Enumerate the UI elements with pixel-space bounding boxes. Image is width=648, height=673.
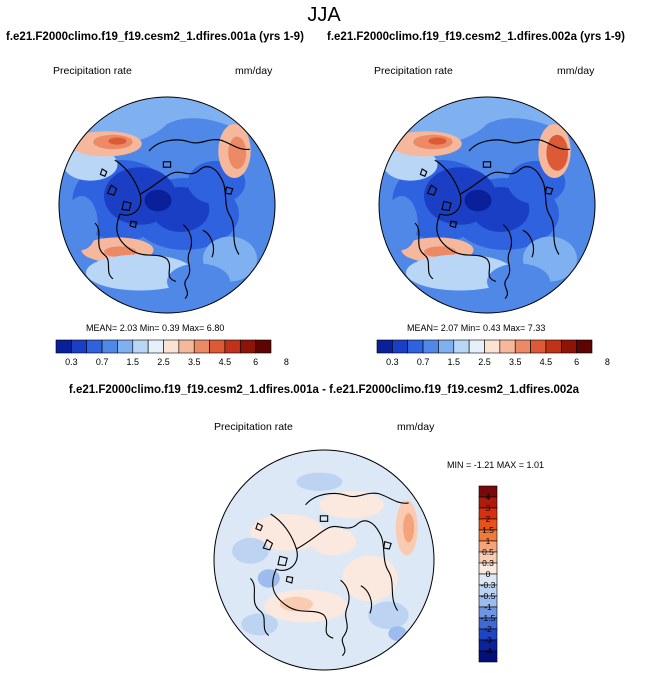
- map-panel-2: [379, 97, 595, 313]
- colorbar-panel-2-swatch: [484, 339, 501, 354]
- diff-stats: MIN = -1.21 MAX = 1.01: [447, 460, 545, 470]
- diff-panel-title: f.e21.F2000climo.f19_f19.cesm2_1.dfires.…: [68, 384, 580, 396]
- colorbar-panel-1-swatch: [86, 339, 103, 354]
- colorbar-panel-1-swatch: [255, 339, 272, 354]
- panel-1-variable-label: Precipitation rate: [53, 65, 132, 77]
- panel-2-title: f.e21.F2000climo.f19_f19.cesm2_1.dfires.…: [327, 31, 625, 43]
- panel-1-stats: MEAN= 2.03 Min= 0.39 Max= 6.80: [86, 323, 225, 333]
- colorbar-panel-1-tick-label: 0.7: [96, 357, 109, 367]
- colorbar-panel-2-swatch: [438, 339, 455, 354]
- colorbar-diff-tick-label: 0: [486, 569, 491, 579]
- colorbar-diff-tick-label: -3: [484, 635, 492, 645]
- panel-1-units: mm/day: [235, 65, 273, 77]
- colorbar-diff-swatch: [478, 650, 498, 663]
- map-panel-1-border: [58, 96, 276, 314]
- colorbar-panel-1-swatch: [239, 339, 256, 354]
- colorbar-panel-2-swatch: [560, 339, 577, 354]
- colorbar-panel-1-swatch: [178, 339, 195, 354]
- diff-units: mm/day: [397, 421, 435, 433]
- colorbar-panel-1-swatch: [209, 339, 226, 354]
- colorbar-diff-tick-label: -2: [484, 624, 492, 634]
- colorbar-panel-1-tick-label: 0.3: [65, 357, 78, 367]
- colorbar-panel-1-tick-label: 1.5: [127, 357, 140, 367]
- colorbar-diff-tick-label: 0.3: [482, 558, 494, 568]
- colorbar-panel-1-swatch: [101, 339, 118, 354]
- colorbar-diff-tick-label: -1: [484, 602, 492, 612]
- colorbar-panel-2-tick-label: 1.5: [448, 357, 461, 367]
- colorbar-panel-1-swatch: [55, 339, 72, 354]
- panel-1-title: f.e21.F2000climo.f19_f19.cesm2_1.dfires.…: [6, 31, 304, 43]
- colorbar-diff-tick-label: 1: [486, 536, 491, 546]
- colorbar-panel-1-swatch: [117, 339, 134, 354]
- colorbar-diff-tick-label: 1.5: [482, 525, 494, 535]
- colorbar-panel-2-swatch: [514, 339, 531, 354]
- colorbar-panel-1-swatch: [163, 339, 180, 354]
- colorbar-panel-1-swatch: [224, 339, 241, 354]
- colorbar-panel-1-tick-label: 6: [253, 357, 258, 367]
- colorbar-panel-2-tick-label: 2.5: [478, 357, 491, 367]
- colorbar-panel-1-tick-label: 2.5: [157, 357, 170, 367]
- colorbar-panel-1-tick-label: 8: [284, 357, 289, 367]
- colorbar-panel-1: 0.3 0.7 1.5 2.5 3.5 4.5 6 8: [55, 339, 289, 367]
- colorbar-diff-tick-label: 2: [486, 514, 491, 524]
- panel-2-stats: MEAN= 2.07 Min= 0.43 Max= 7.33: [407, 323, 546, 333]
- colorbar-panel-1-tick-label: 4.5: [219, 357, 232, 367]
- colorbar-panel-2-tick-label: 8: [605, 357, 610, 367]
- colorbar-panel-2-swatch: [545, 339, 562, 354]
- colorbar-panel-1-swatch: [147, 339, 164, 354]
- colorbar-panel-2-swatch: [407, 339, 424, 354]
- colorbar-panel-2-tick-label: 6: [574, 357, 579, 367]
- colorbar-diff-tick-label: 4: [486, 492, 491, 502]
- colorbar-panel-2-swatch: [422, 339, 439, 354]
- colorbar-panel-1-swatch: [193, 339, 210, 354]
- colorbar-panel-2-swatch: [499, 339, 516, 354]
- colorbar-diff-tick-label: 3: [486, 503, 491, 513]
- colorbar-panel-2-tick-label: 0.3: [386, 357, 399, 367]
- colorbar-panel-2-swatch: [453, 339, 470, 354]
- colorbar-panel-2: 0.3 0.7 1.5 2.5 3.5 4.5 6 8: [376, 339, 610, 367]
- colorbar-diff-tick-label: -1.5: [481, 613, 496, 623]
- colorbar-diff-tick-label: -4: [484, 646, 492, 656]
- map-diff-panel-border: [213, 449, 435, 671]
- panel-2-variable-label: Precipitation rate: [374, 65, 453, 77]
- map-diff-panel: [214, 450, 434, 670]
- season-title: JJA: [307, 4, 341, 26]
- colorbar-panel-1-swatch: [132, 339, 149, 354]
- colorbar-panel-2-swatch: [392, 339, 409, 354]
- colorbar-panel-2-swatch: [376, 339, 393, 354]
- map-panel-2-border: [378, 96, 596, 314]
- panel-2-units: mm/day: [557, 65, 595, 77]
- map-panel-1: [59, 97, 275, 313]
- colorbar-diff-tick-label: 0.5: [482, 547, 494, 557]
- colorbar-panel-2-swatch: [576, 339, 593, 354]
- colorbar-panel-2-tick-label: 3.5: [509, 357, 522, 367]
- colorbar-panel-1-swatch: [71, 339, 88, 354]
- colorbar-diff-tick-label: -0.5: [481, 591, 496, 601]
- diff-variable-label: Precipitation rate: [214, 421, 293, 433]
- colorbar-panel-2-swatch: [530, 339, 547, 354]
- colorbar-panel-2-tick-label: 4.5: [540, 357, 553, 367]
- colorbar-panel-2-tick-label: 0.7: [417, 357, 430, 367]
- colorbar-panel-2-swatch: [468, 339, 485, 354]
- colorbar-diff-tick-label: -0.3: [481, 580, 496, 590]
- colorbar-panel-1-tick-label: 3.5: [188, 357, 201, 367]
